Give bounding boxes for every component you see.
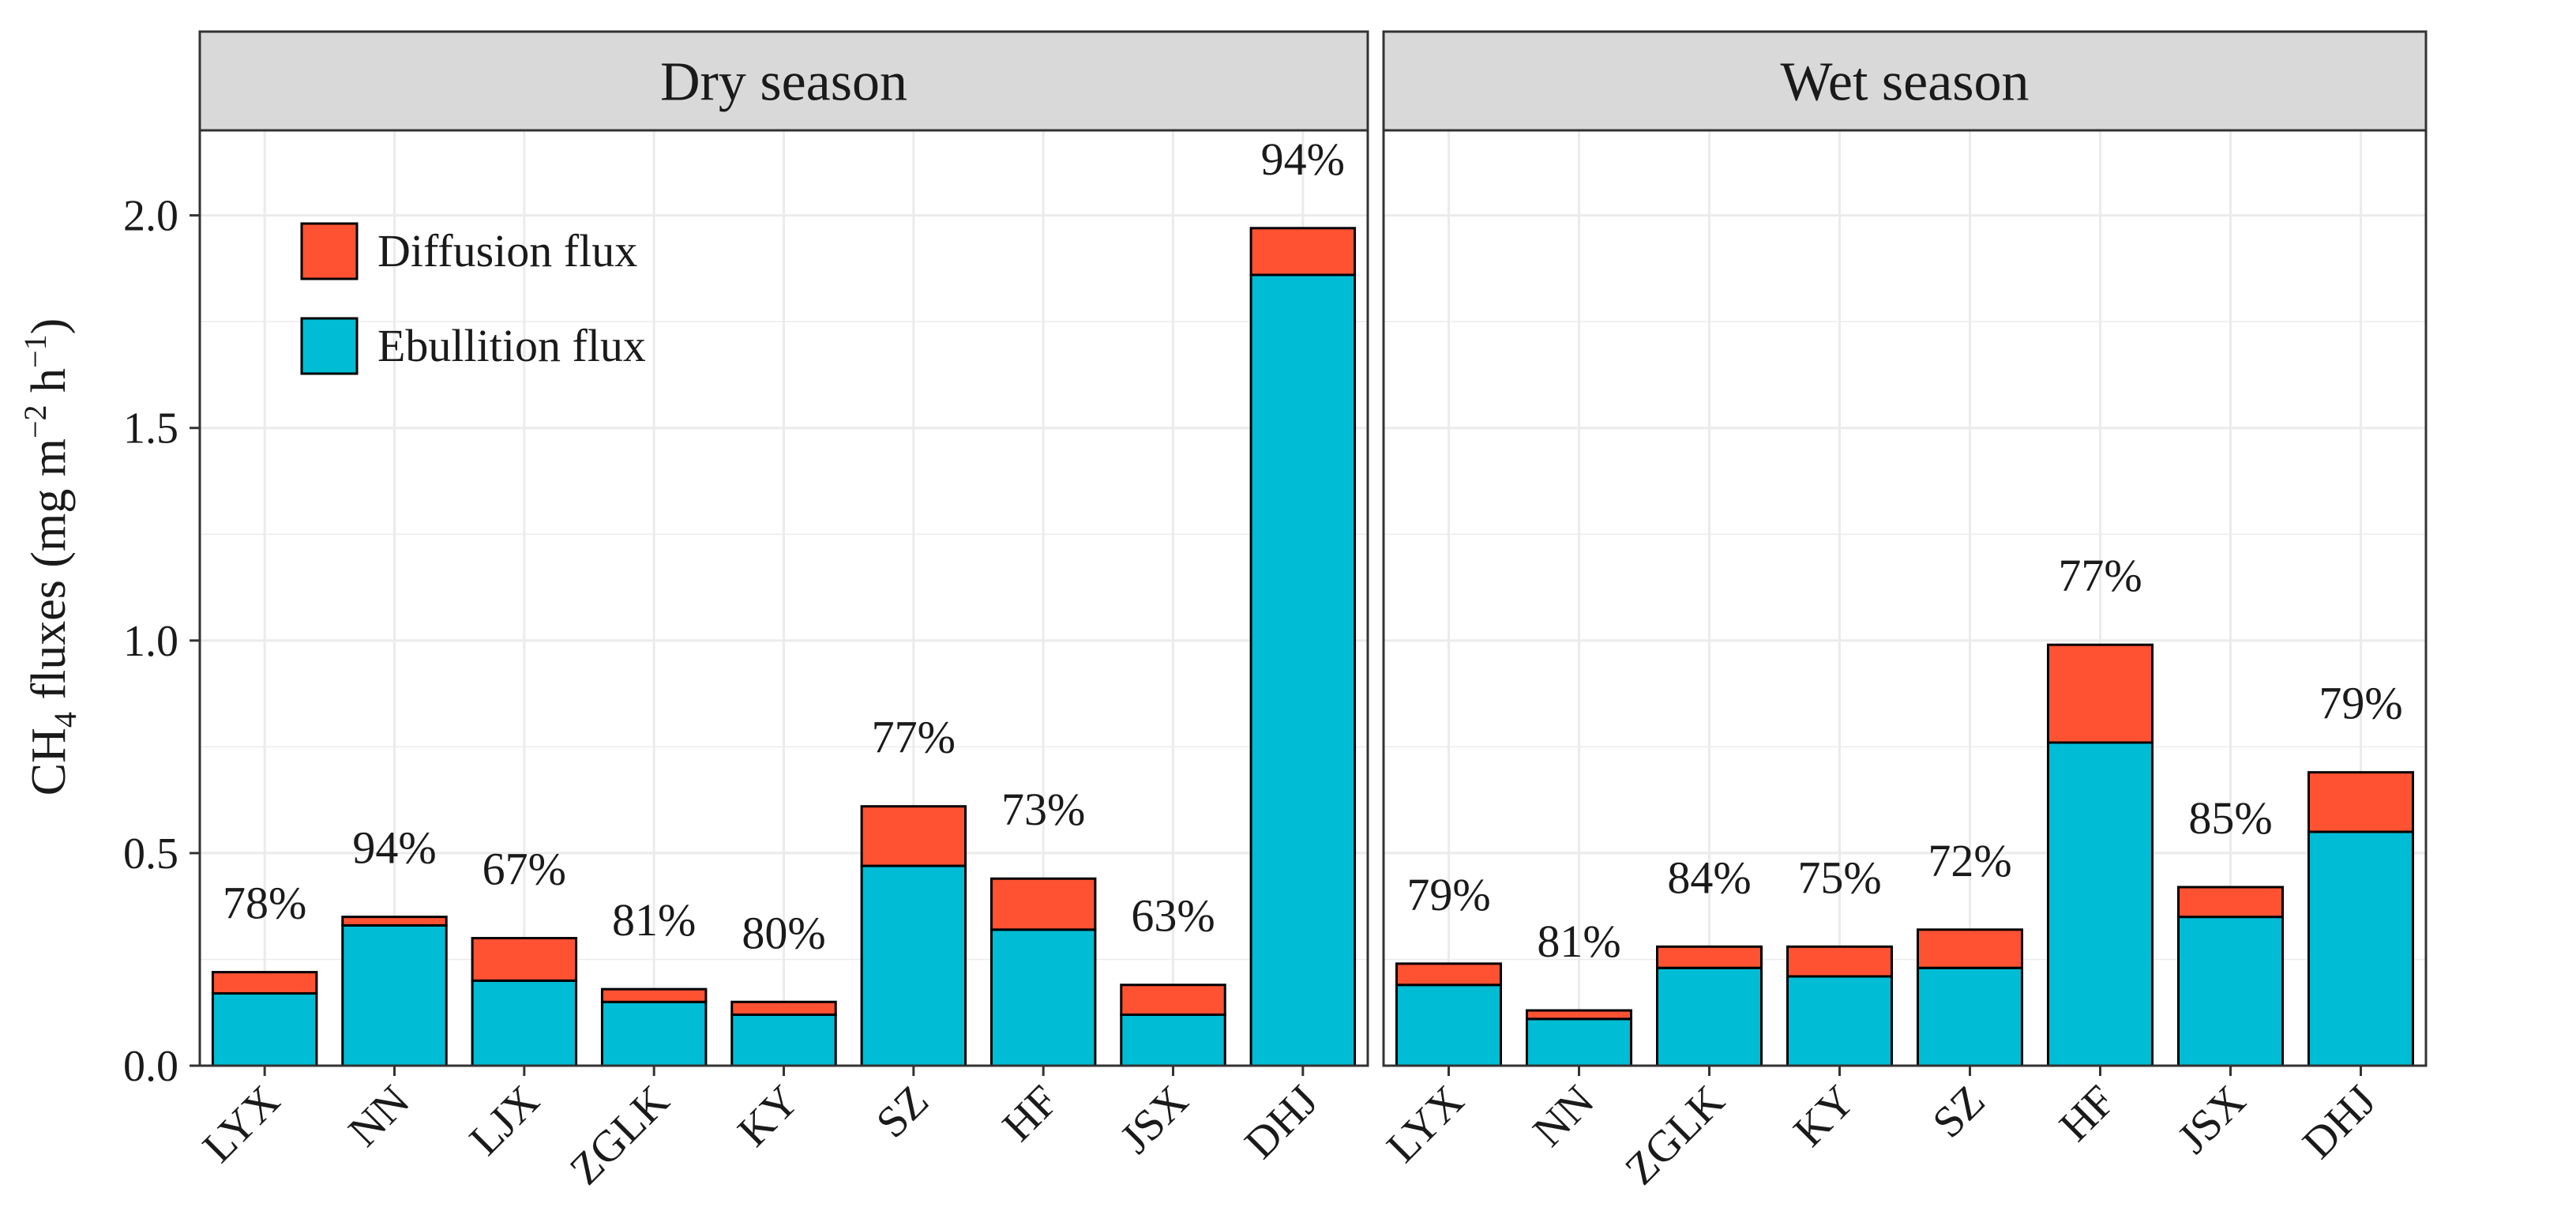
y-title-sub: 4 bbox=[47, 712, 83, 728]
percent-label: 72% bbox=[1928, 835, 2011, 886]
percent-label: 77% bbox=[872, 712, 956, 763]
y-tick-label: 1.0 bbox=[123, 617, 178, 666]
y-title-sup2: −1 bbox=[17, 334, 53, 368]
percent-label: 67% bbox=[483, 844, 566, 895]
legend: Diffusion flux Ebullition flux bbox=[300, 222, 646, 375]
x-tick-label: NN bbox=[340, 1076, 419, 1156]
legend-key bbox=[300, 317, 359, 375]
panel-wet-season: Wet season 79% LYX 81% NN 84% ZGLK 75% KY 72% SZ 77… bbox=[1377, 30, 2428, 1194]
facet-strip bbox=[1382, 30, 2428, 132]
bar-ebullition bbox=[471, 979, 578, 1067]
bar-ebullition bbox=[1917, 966, 2023, 1067]
percent-label: 73% bbox=[1001, 784, 1085, 835]
y-title-suffix: ) bbox=[22, 318, 76, 335]
bar-diffusion bbox=[1526, 1009, 1632, 1021]
bar-ebullition bbox=[2308, 830, 2414, 1067]
legend-label: Diffusion flux bbox=[377, 225, 637, 276]
facet-title: Wet season bbox=[1780, 52, 2029, 113]
percent-label: 84% bbox=[1667, 852, 1751, 903]
bar-ebullition bbox=[860, 864, 967, 1067]
bar-diffusion bbox=[1917, 928, 2023, 969]
bar-ebullition bbox=[600, 1000, 708, 1067]
x-tick-label: SZ bbox=[867, 1076, 938, 1147]
y-tick-label: 0.5 bbox=[123, 829, 178, 878]
percent-label: 94% bbox=[352, 822, 436, 874]
y-axis-ticks: 0.0 0.5 1.0 1.5 2.0 bbox=[123, 192, 200, 1091]
y-axis-title: CH4 fluxes (mg m−2 h−1) bbox=[17, 318, 83, 796]
percent-label: 79% bbox=[2319, 678, 2402, 729]
bar-diffusion bbox=[2177, 886, 2284, 919]
y-tick-label: 0.0 bbox=[123, 1042, 178, 1091]
x-tick-label: LJX bbox=[460, 1076, 549, 1164]
bar-diffusion bbox=[600, 987, 708, 1003]
bar-diffusion bbox=[1395, 962, 1502, 987]
bar-diffusion bbox=[1656, 945, 1763, 969]
y-title-sup1: −2 bbox=[17, 404, 53, 438]
legend-label: Ebullition flux bbox=[377, 320, 646, 371]
percent-label: 85% bbox=[2188, 792, 2272, 844]
bar-ebullition bbox=[2047, 741, 2154, 1067]
percent-label: 81% bbox=[612, 894, 696, 946]
bar-ebullition bbox=[1120, 1013, 1226, 1067]
bar-diffusion bbox=[1249, 227, 1357, 276]
bar-ebullition bbox=[2177, 916, 2284, 1067]
x-tick-label: JSX bbox=[2169, 1076, 2255, 1163]
x-tick-label: HF bbox=[993, 1076, 1068, 1150]
y-title-prefix: CH bbox=[22, 728, 76, 796]
facet-panels: Dry season 78% LYX 94% NN 67% LJX 81% ZGLK 80% KY 7… bbox=[193, 30, 2428, 1194]
x-tick-label: NN bbox=[1524, 1076, 1604, 1156]
x-tick-label: DHJ bbox=[1236, 1076, 1327, 1168]
bar-diffusion bbox=[211, 971, 318, 995]
bar-diffusion bbox=[860, 805, 967, 867]
bar-diffusion bbox=[989, 877, 1097, 931]
bar-ebullition bbox=[1786, 975, 1893, 1067]
percent-label: 80% bbox=[742, 907, 825, 958]
bar-ebullition bbox=[1395, 984, 1502, 1067]
x-tick-label: SZ bbox=[1924, 1076, 1995, 1147]
percent-label: 79% bbox=[1406, 869, 1490, 920]
facet-title: Dry season bbox=[660, 52, 907, 113]
x-tick-label: JSX bbox=[1111, 1076, 1198, 1163]
percent-label: 75% bbox=[1797, 852, 1881, 903]
x-tick-label: KY bbox=[729, 1076, 809, 1156]
percent-label: 81% bbox=[1537, 916, 1620, 967]
y-title-mid: fluxes (mg m bbox=[22, 438, 76, 712]
x-tick-label: LYX bbox=[193, 1076, 289, 1172]
bar-ebullition bbox=[1249, 273, 1357, 1067]
bar-ebullition bbox=[989, 928, 1097, 1067]
bar-ebullition bbox=[730, 1013, 837, 1067]
panel-border bbox=[198, 129, 1369, 1067]
bar-diffusion bbox=[471, 937, 578, 982]
bar-diffusion bbox=[341, 916, 448, 927]
bar-diffusion bbox=[2047, 643, 2154, 744]
bar-ebullition bbox=[341, 923, 448, 1067]
legend-key bbox=[300, 222, 359, 280]
bar-diffusion bbox=[2308, 771, 2414, 833]
panel-dry-season: Dry season 78% LYX 94% NN 67% LJX 81% ZGLK 80% KY 7… bbox=[193, 30, 1369, 1194]
x-tick-label: ZGLK bbox=[1616, 1076, 1733, 1194]
x-tick-label: HF bbox=[2050, 1076, 2124, 1150]
x-tick-label: ZGLK bbox=[561, 1076, 678, 1194]
y-tick-label: 1.5 bbox=[123, 404, 178, 453]
bar-ebullition bbox=[1656, 966, 1763, 1067]
y-title-mid2: h bbox=[22, 368, 76, 405]
percent-label: 63% bbox=[1131, 890, 1215, 942]
x-tick-label: LYX bbox=[1377, 1076, 1473, 1172]
percent-label: 78% bbox=[223, 878, 306, 929]
bar-diffusion bbox=[730, 1000, 837, 1016]
x-tick-label: KY bbox=[1785, 1076, 1864, 1156]
bar-ebullition bbox=[211, 992, 318, 1067]
panel-border bbox=[1382, 129, 2428, 1067]
bar-ebullition bbox=[1526, 1017, 1632, 1067]
percent-label: 77% bbox=[2058, 550, 2142, 601]
y-tick-label: 2.0 bbox=[123, 192, 178, 241]
bar-diffusion bbox=[1786, 945, 1893, 978]
x-tick-label: DHJ bbox=[2293, 1076, 2385, 1168]
percent-label: 94% bbox=[1261, 134, 1345, 185]
svg-text:CH4 fluxes (mg m−2 h−1): CH4 fluxes (mg m−2 h−1) bbox=[17, 318, 83, 796]
bar-diffusion bbox=[1120, 984, 1226, 1016]
